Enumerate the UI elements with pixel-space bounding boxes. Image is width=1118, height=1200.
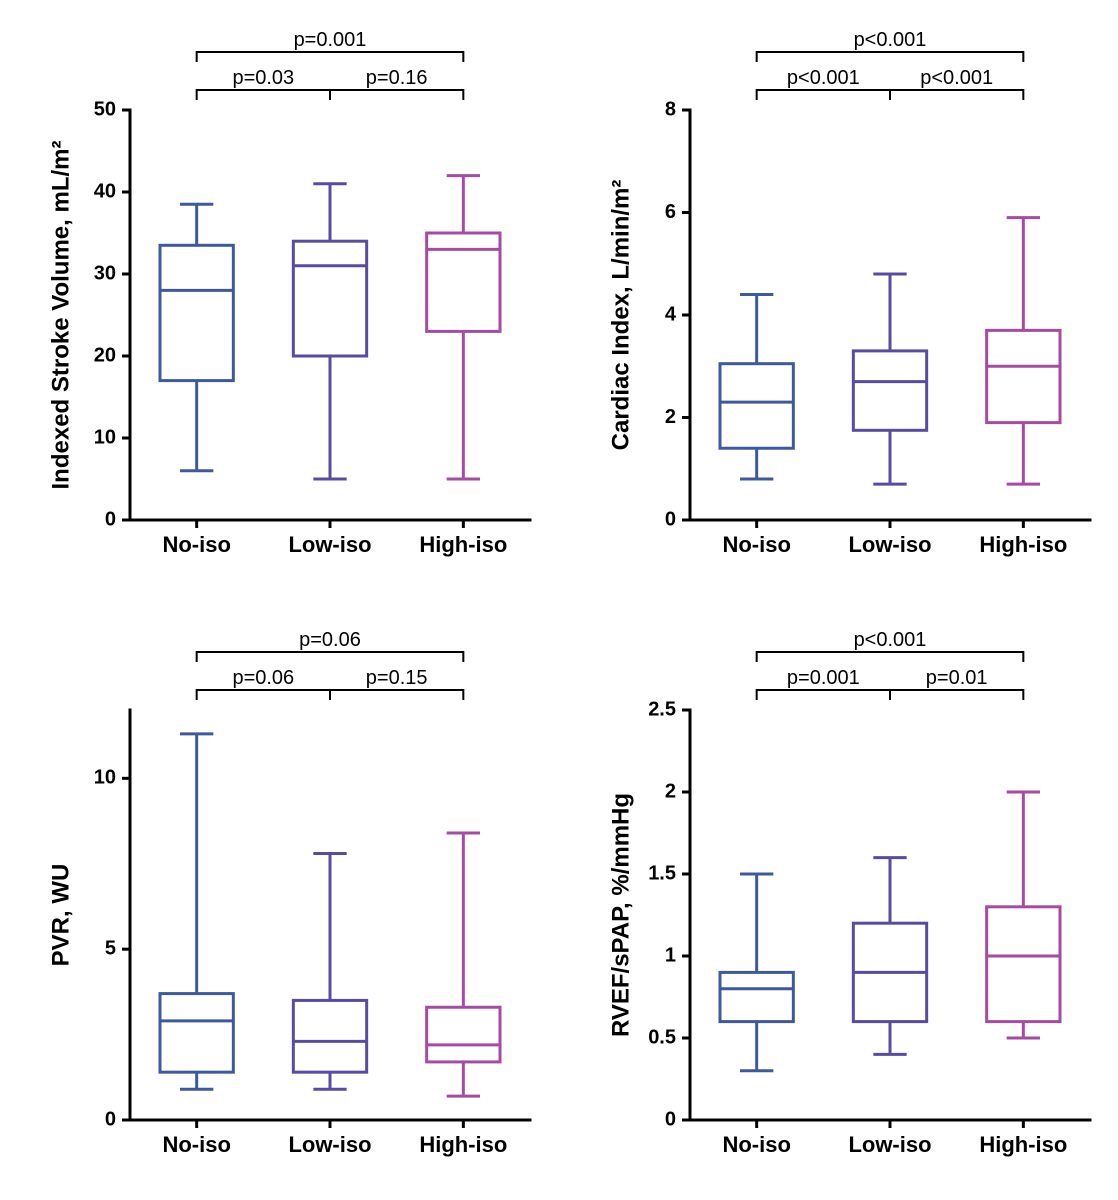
y-axis-label: Cardiac Index, L/min/m² bbox=[607, 180, 634, 451]
ytick-label: 1.5 bbox=[648, 862, 676, 884]
y-axis-label: RVEF/sPAP, %/mmHg bbox=[607, 793, 634, 1037]
ytick-label: 10 bbox=[94, 767, 116, 789]
figure-root: 01020304050Indexed Stroke Volume, mL/m²N… bbox=[0, 0, 1118, 1200]
category-label: Low-iso bbox=[288, 532, 371, 557]
category-label: No-iso bbox=[722, 1132, 790, 1157]
ytick-label: 0 bbox=[665, 508, 676, 530]
panel-svg-ci: 0 2 4 6 8 Cardiac Index, L/min/m² No-iso Low-is… bbox=[590, 20, 1110, 580]
ytick-label: 5 bbox=[105, 937, 116, 959]
ytick-label: 10 bbox=[94, 426, 116, 448]
y-axis-label: Indexed Stroke Volume, mL/m² bbox=[47, 141, 74, 490]
ytick-label: 20 bbox=[94, 344, 116, 366]
category-label: No-iso bbox=[162, 1132, 230, 1157]
panel-ci: 0 2 4 6 8 Cardiac Index, L/min/m² No-iso Low-is… bbox=[590, 20, 1110, 580]
ytick-label: 6 bbox=[665, 201, 676, 223]
panel-isv: 0 10 20 30 40 50 Indexed Stroke Volume, mL/m² N… bbox=[30, 20, 550, 580]
category-label: High-iso bbox=[419, 1132, 507, 1157]
panel-svg-pvr: 0510PVR, WUNo-isoLow-isoHigh-isop=0.06p=… bbox=[30, 620, 550, 1180]
pvalue-label: p=0.16 bbox=[366, 67, 428, 89]
panel-pvr: 0510PVR, WUNo-isoLow-isoHigh-isop=0.06p=… bbox=[30, 620, 550, 1180]
category-label: High-iso bbox=[979, 1132, 1067, 1157]
pvalue-label: p<0.001 bbox=[787, 67, 860, 89]
ytick-label: 40 bbox=[94, 180, 116, 202]
category-label: High-iso bbox=[419, 532, 507, 557]
category-label: No-iso bbox=[722, 532, 790, 557]
ytick-label: 4 bbox=[665, 303, 677, 325]
ytick-label: 0 bbox=[105, 1108, 116, 1130]
category-label: Low-iso bbox=[848, 532, 931, 557]
category-label: No-iso bbox=[162, 532, 230, 557]
y-axis-label: PVR, WU bbox=[47, 864, 74, 967]
pvalue-label: p=0.01 bbox=[926, 667, 988, 689]
ytick-label: 2 bbox=[665, 780, 676, 802]
ytick-label: 0 bbox=[105, 508, 116, 530]
category-label: Low-iso bbox=[848, 1132, 931, 1157]
pvalue-label: p=0.03 bbox=[232, 67, 294, 89]
ytick-label: 8 bbox=[665, 98, 676, 120]
panel-svg-isv: 0 10 20 30 40 50 Indexed Stroke Volume, mL/m² N… bbox=[30, 20, 550, 580]
ytick-label: 2 bbox=[665, 406, 676, 428]
category-label: Low-iso bbox=[288, 1132, 371, 1157]
pvalue-label: p<0.001 bbox=[920, 67, 993, 89]
pvalue-label: p=0.06 bbox=[299, 629, 361, 651]
pvalue-label: p=0.06 bbox=[232, 667, 294, 689]
pvalue-label: p=0.001 bbox=[294, 29, 367, 51]
ytick-label: 0 bbox=[665, 1108, 676, 1130]
pvalue-label: p=0.15 bbox=[366, 667, 428, 689]
panel-rvef: 0 0.5 1 1.5 2 2.5 RVEF/sPAP, %/mmHg No-iso Low-i… bbox=[590, 620, 1110, 1180]
category-label: High-iso bbox=[979, 532, 1067, 557]
panel-svg-rvef: 0 0.5 1 1.5 2 2.5 RVEF/sPAP, %/mmHg No-iso Low-i… bbox=[590, 620, 1110, 1180]
ytick-label: 0.5 bbox=[648, 1026, 676, 1048]
ytick-label: 30 bbox=[94, 262, 116, 284]
pvalue-label: p<0.001 bbox=[854, 629, 927, 651]
pvalue-label: p<0.001 bbox=[854, 29, 927, 51]
pvalue-label: p=0.001 bbox=[787, 667, 860, 689]
ytick-label: 1 bbox=[665, 944, 676, 966]
ytick-label: 50 bbox=[94, 98, 116, 120]
ytick-label: 2.5 bbox=[648, 698, 676, 720]
